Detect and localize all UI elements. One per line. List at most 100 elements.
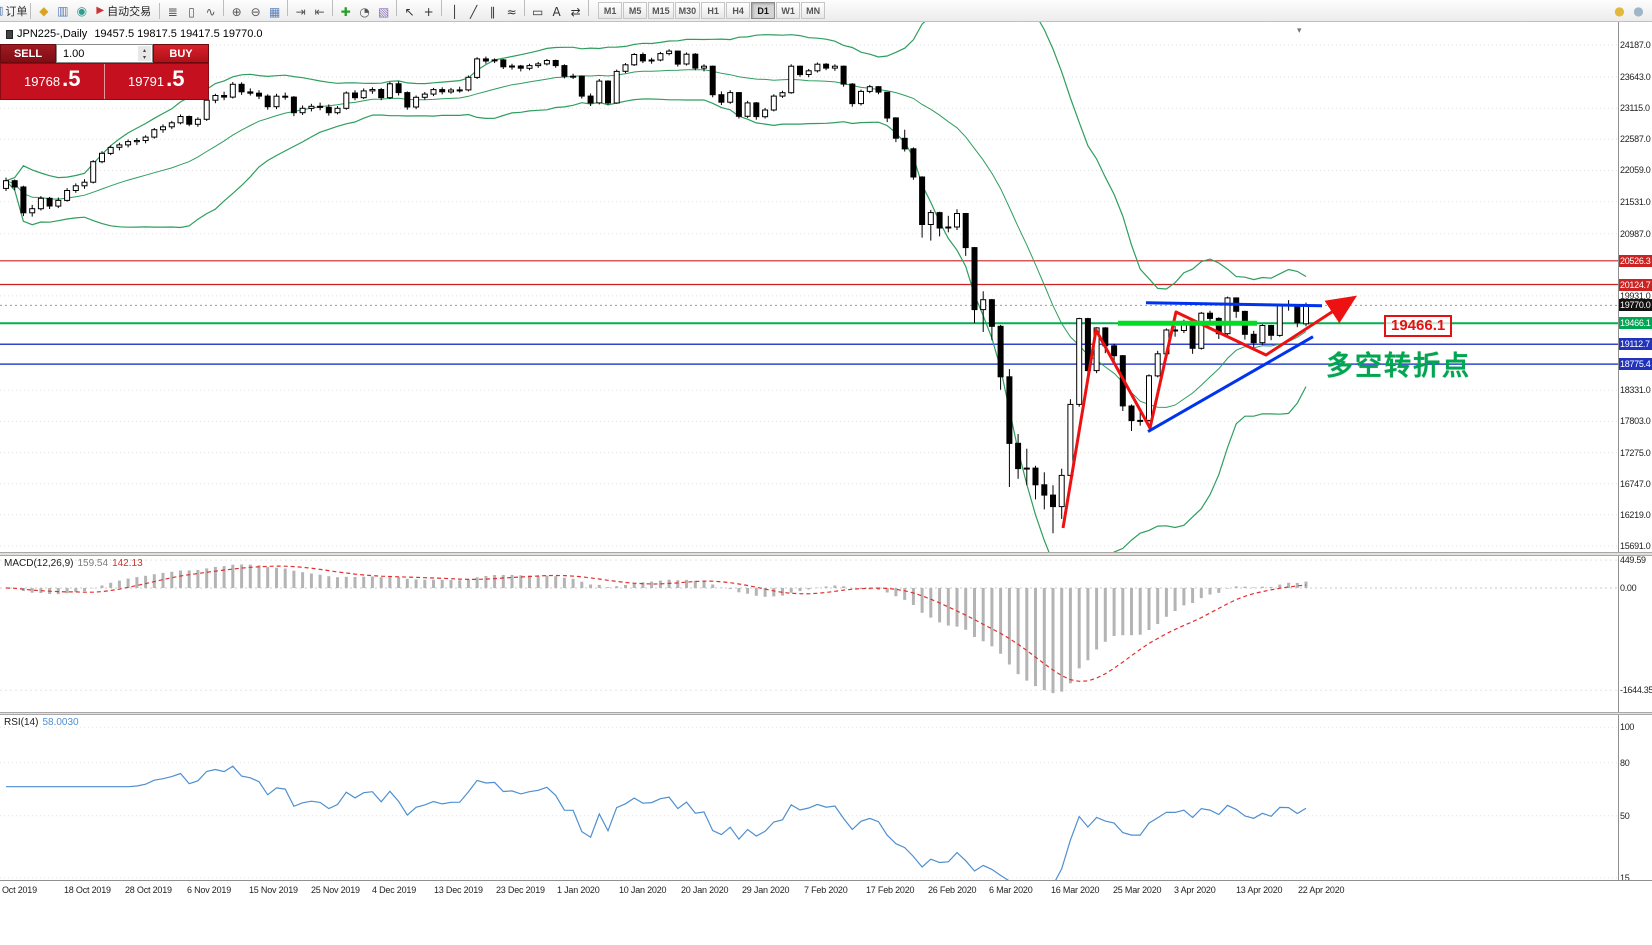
timeframe-m15[interactable]: M15 (648, 2, 674, 19)
rsi-axis-label: 15 (1620, 873, 1630, 883)
add-indicator-icon[interactable]: ✚ (340, 5, 351, 19)
price-level-label: 19770.0 (1619, 299, 1652, 311)
date-axis-label: 16 Mar 2020 (1051, 885, 1100, 895)
timeframe-d1[interactable]: D1 (751, 2, 776, 19)
candlestick-chart-icon[interactable]: ▯ (188, 5, 195, 19)
quantity-up-icon[interactable]: ▴ (142, 47, 146, 54)
price-axis-label: 18331.0 (1620, 385, 1651, 395)
bottom-space (0, 900, 1652, 945)
macd-panel[interactable]: MACD(12,26,9) 159.54 142.13 449.59 0.00 -164… (0, 555, 1652, 712)
buy-price-main: 19791 (127, 74, 165, 89)
new-order-icon[interactable]: ◆ (39, 3, 49, 18)
fibonacci-icon[interactable]: ≈ (506, 5, 517, 19)
zoom-in-icon[interactable]: ⊕ (231, 5, 242, 19)
toolbar-separator (396, 0, 398, 16)
macd-signal-value: 142.13 (112, 558, 143, 569)
quantity-down-icon[interactable]: ▾ (142, 54, 146, 61)
price-axis-label: 19931.0 (1620, 291, 1651, 301)
buy-button[interactable]: BUY (153, 44, 209, 63)
auto-scroll-icon[interactable]: ⇥ (295, 5, 306, 19)
price-axis-label: 22059.0 (1620, 165, 1651, 175)
price-axis-label: 23643.0 (1620, 72, 1651, 82)
rsi-axis-label: 80 (1620, 758, 1630, 768)
rsi-label: RSI(14) 58.0030 (4, 717, 79, 728)
price-level-label: 18775.4 (1619, 358, 1652, 370)
date-axis[interactable]: Oct 2019 18 Oct 2019 28 Oct 2019 6 Nov 2019… (0, 880, 1652, 900)
date-axis-label: 1 Jan 2020 (557, 885, 600, 895)
macd-canvas[interactable] (0, 556, 1652, 712)
quantity-stepper[interactable]: 1.00 ▴ ▾ (56, 44, 153, 63)
toolbar-separator (287, 0, 289, 16)
rsi-axis-label: 50 (1620, 811, 1630, 821)
buy-price[interactable]: 19791 .5 (105, 64, 209, 99)
auto-trading-button[interactable]: ▶ 自动交易 (91, 2, 156, 20)
date-axis-label: 18 Oct 2019 (64, 885, 111, 895)
channel-icon[interactable]: ∥ (489, 5, 496, 19)
new-order-label: 订单 (5, 5, 28, 18)
price-axis[interactable]: 24187.0 23643.0 23115.0 22587.0 22059.0 21531… (1618, 22, 1652, 552)
toolbar-separator (223, 0, 225, 16)
date-axis-label: 29 Jan 2020 (742, 885, 790, 895)
price-chart-canvas[interactable] (0, 22, 1652, 552)
chart-dropdown-icon[interactable]: ▾ (1297, 25, 1302, 35)
macd-axis[interactable]: 449.59 0.00 -1644.35 (1618, 555, 1652, 712)
tile-windows-icon[interactable]: ▦ (268, 5, 281, 19)
timeframe-mn[interactable]: MN (801, 2, 826, 19)
price-axis-label: 15691.0 (1620, 541, 1651, 551)
date-axis-label: 25 Mar 2020 (1113, 885, 1162, 895)
charts-window-icon[interactable]: ▥ (57, 3, 69, 18)
blue-horizontal-trendline (1145, 301, 1323, 308)
auto-trading-icon: ▶ (96, 5, 105, 16)
navigator-icon[interactable]: ◉ (76, 3, 88, 18)
rsi-axis[interactable]: 100 80 50 15 (1618, 715, 1652, 883)
macd-axis-label: 449.59 (1620, 555, 1646, 565)
vertical-line-icon[interactable]: │ (450, 5, 459, 19)
date-axis-label: 23 Dec 2019 (496, 885, 545, 895)
date-axis-label: 20 Jan 2020 (681, 885, 729, 895)
text-icon[interactable]: A (552, 5, 561, 19)
date-axis-label: 3 Apr 2020 (1174, 885, 1216, 895)
timeframe-m30[interactable]: M30 (674, 2, 701, 19)
timeframe-w1[interactable]: W1 (776, 2, 801, 19)
cursor-icon[interactable]: ↖ (404, 5, 415, 19)
new-order-chart-icon: ▥ (0, 4, 3, 17)
templates-icon[interactable]: ▧ (377, 5, 390, 19)
line-chart-icon[interactable]: ∿ (205, 5, 216, 19)
panel-splitter[interactable] (0, 712, 1652, 715)
turning-point-label: 多空转折点 (1326, 351, 1471, 381)
date-axis-label: 10 Jan 2020 (619, 885, 667, 895)
shapes-icon[interactable]: ▭ (531, 5, 544, 19)
blue-trendline (1147, 335, 1314, 433)
chart-shift-icon[interactable]: ⇤ (314, 5, 325, 19)
timeframe-group: M1 M5 M15 M30 H1 H4 D1 W1 MN (598, 2, 826, 19)
toolbar-separator (588, 0, 590, 16)
main-chart-panel[interactable]: JPN225-,Daily 19457.5 19817.5 19417.5 19… (0, 22, 1652, 552)
timeframe-h1[interactable]: H1 (701, 2, 726, 19)
zoom-out-icon[interactable]: ⊖ (250, 5, 261, 19)
macd-main-value: 159.54 (77, 558, 109, 569)
macd-title: MACD(12,26,9) (4, 558, 74, 569)
search-icon[interactable]: ● (1633, 4, 1644, 18)
rsi-canvas[interactable] (0, 715, 1652, 880)
new-order-button[interactable]: ▥ 订单 (0, 2, 27, 20)
sell-button[interactable]: SELL (0, 44, 56, 63)
price-axis-label: 16747.0 (1620, 479, 1651, 489)
sell-price-main: 19768 (23, 74, 61, 89)
timeframe-h4[interactable]: H4 (726, 2, 751, 19)
arrows-icon[interactable]: ⇄ (570, 5, 581, 19)
periods-icon[interactable]: ◔ (359, 5, 370, 19)
chart-ohlc-values: 19457.5 19817.5 19417.5 19770.0 (94, 28, 263, 40)
macd-axis-label: -1644.35 (1620, 685, 1652, 695)
trendline-icon[interactable]: ╱ (469, 5, 478, 19)
toolbar-separator (441, 0, 443, 16)
crosshair-icon[interactable]: + (423, 5, 434, 19)
rsi-panel[interactable]: RSI(14) 58.0030 100 80 50 15 (0, 715, 1652, 883)
timeframe-m5[interactable]: M5 (623, 2, 648, 19)
date-axis-label: 15 Nov 2019 (249, 885, 298, 895)
community-icon[interactable]: ● (1614, 4, 1625, 18)
sell-price-frac: .5 (62, 66, 81, 91)
panel-splitter[interactable] (0, 552, 1652, 556)
sell-price[interactable]: 19768 .5 (1, 64, 105, 99)
timeframe-m1[interactable]: M1 (598, 2, 623, 19)
bar-chart-icon[interactable]: ≣ (167, 5, 178, 19)
